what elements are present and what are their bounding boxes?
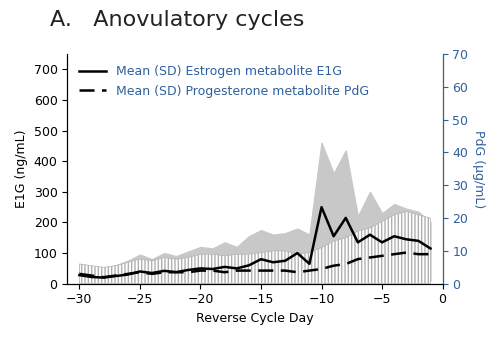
Y-axis label: PdG (µg/mL): PdG (µg/mL) bbox=[472, 130, 485, 208]
Text: A.   Anovulatory cycles: A. Anovulatory cycles bbox=[50, 10, 304, 30]
X-axis label: Reverse Cycle Day: Reverse Cycle Day bbox=[196, 312, 314, 325]
Y-axis label: E1G (ng/mL): E1G (ng/mL) bbox=[15, 130, 28, 208]
Legend: Mean (SD) Estrogen metabolite E1G, Mean (SD) Progesterone metabolite PdG: Mean (SD) Estrogen metabolite E1G, Mean … bbox=[74, 60, 374, 102]
